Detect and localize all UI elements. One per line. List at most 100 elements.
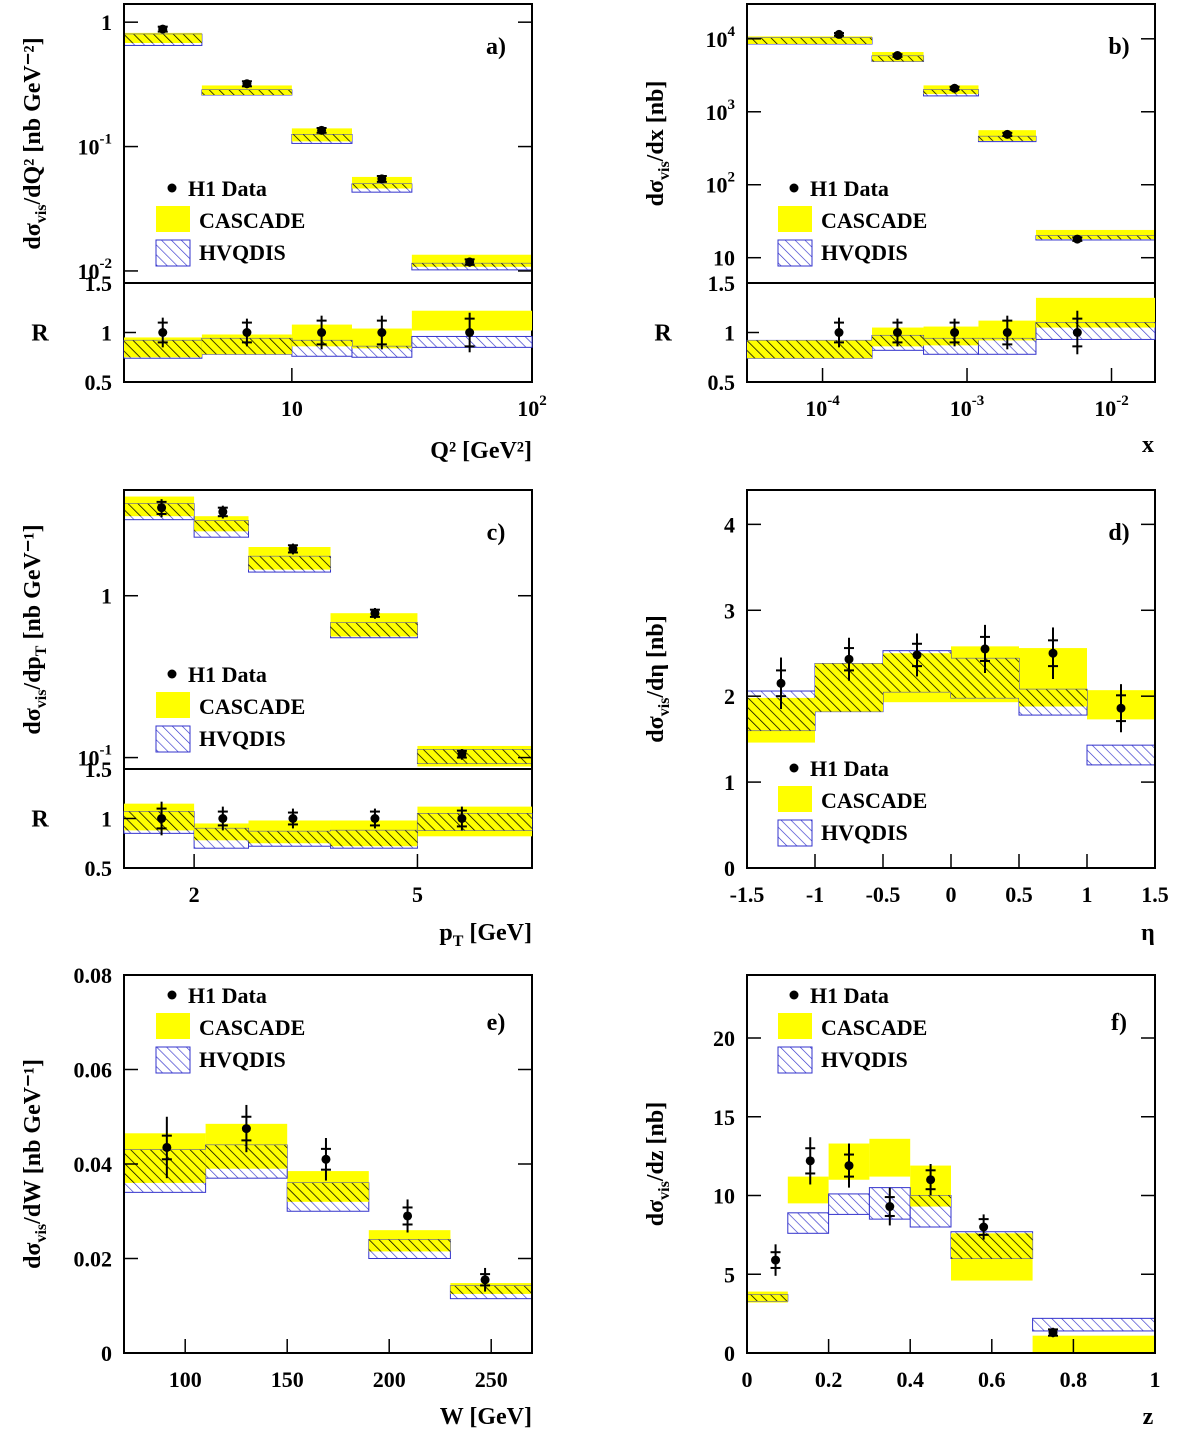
- ratio-tick-label: 0.5: [85, 856, 113, 881]
- data-point: [241, 1124, 251, 1134]
- data-point: [242, 328, 252, 337]
- data-point: [480, 1275, 490, 1285]
- legend-data-label: H1 Data: [188, 176, 267, 201]
- x-axis-label: x: [1142, 432, 1154, 458]
- overlap-hatch: [205, 1145, 288, 1169]
- legend-cascade-swatch: [778, 206, 812, 232]
- y-label-subscript: vis: [656, 161, 673, 180]
- overlap-hatch: [368, 1239, 451, 1252]
- y-tick-label: 0.04: [74, 1152, 113, 1177]
- legend-data-marker: [167, 669, 177, 679]
- hvqdis-band: [828, 1193, 870, 1215]
- y-label-rest: /dQ² [nb GeV⁻²]: [20, 37, 46, 205]
- y-label-rest: /dz [nb]: [643, 1102, 669, 1182]
- y-axis-label: dσvis/dpT [nb GeV⁻¹]: [20, 524, 50, 734]
- legend-cascade-label: CASCADE: [199, 1015, 305, 1040]
- legend-data-label: H1 Data: [810, 176, 889, 201]
- x-tick-label: 2: [189, 882, 200, 907]
- overlap-hatch: [923, 89, 979, 95]
- y-label-rest: /dx [nb]: [643, 81, 669, 163]
- x-tick-label: -0.5: [866, 882, 901, 907]
- overlap-hatch: [417, 813, 532, 831]
- data-point: [771, 1255, 781, 1265]
- overlap-hatch: [1019, 689, 1087, 707]
- data-point: [403, 1211, 413, 1221]
- data-point: [157, 503, 167, 513]
- overlap-hatch: [747, 1294, 788, 1302]
- legend-cascade-label: CASCADE: [821, 788, 927, 813]
- x-label-rest: [GeV]: [463, 920, 532, 946]
- y-label-rest: [nb GeV⁻¹]: [20, 524, 46, 645]
- legend-cascade-label: CASCADE: [821, 1015, 927, 1040]
- ratio-tick-label: 0.5: [708, 370, 736, 395]
- panel-a: 1 10-1 10-21.5 1 0.5 R 10 102 Q² [GeV²] dσvis/dQ²…: [20, 3, 547, 464]
- data-point: [844, 1161, 854, 1171]
- overlap-hatch: [201, 89, 292, 95]
- y-tick-label: 1: [101, 584, 112, 609]
- ratio-axis-label: R: [31, 321, 49, 347]
- ratio-tick-label: 1.5: [708, 271, 736, 296]
- y-tick-label: 0: [101, 1341, 112, 1366]
- x-axis-label: η: [1141, 920, 1155, 946]
- data-point: [844, 654, 854, 664]
- plot-frame: [746, 974, 1156, 1354]
- data-point: [162, 1142, 172, 1152]
- tick-exponent: -2: [1116, 393, 1129, 409]
- data-point: [892, 51, 902, 61]
- overlap-hatch: [910, 1195, 951, 1207]
- data-point: [321, 1154, 331, 1164]
- data-point: [1072, 328, 1082, 337]
- data-point: [377, 174, 387, 184]
- data-point: [892, 328, 902, 337]
- overlap-hatch: [124, 34, 202, 44]
- legend-cascade-swatch: [778, 1013, 812, 1039]
- data-point: [242, 79, 252, 89]
- y-tick-label: 3: [724, 598, 735, 623]
- overlap-hatch: [330, 830, 418, 847]
- legend-data-marker: [167, 990, 177, 1000]
- data-point: [885, 1202, 895, 1212]
- y-axis-label: dσvis/dη [nb]: [643, 615, 673, 742]
- data-point: [288, 814, 298, 823]
- legend-data-label: H1 Data: [810, 983, 889, 1008]
- legend-hvqdis-label: HVQDIS: [821, 1047, 908, 1072]
- data-point: [805, 1156, 815, 1166]
- data-point: [218, 507, 228, 517]
- ratio-tick-label: 1: [101, 807, 112, 832]
- x-tick-label: 5: [412, 882, 423, 907]
- data-point: [950, 328, 960, 337]
- x-tick-label: 250: [475, 1367, 508, 1392]
- y-axis-label: dσvis/dz [nb]: [643, 1102, 673, 1226]
- data-point: [926, 1175, 936, 1185]
- x-tick-label: 0.2: [815, 1367, 843, 1392]
- overlap-hatch: [747, 340, 873, 359]
- panel-label: e): [487, 1010, 506, 1036]
- overlap-hatch: [1035, 235, 1155, 240]
- data-point: [980, 644, 990, 654]
- plot-frame: [746, 3, 1156, 383]
- legend-data-marker: [167, 183, 177, 193]
- ratio-tick-label: 1: [724, 321, 735, 346]
- tick-exponent: 4: [728, 24, 736, 40]
- panel-d: 0 1 2 3 4 -1.5 -1 -0.5 0 0.5 1 1.5 η dσvis/dη [nb] d) H…: [643, 489, 1169, 946]
- data-point: [1048, 648, 1058, 658]
- panel-label: b): [1108, 34, 1129, 60]
- data-point: [317, 125, 327, 135]
- y-label-subscript: vis: [33, 205, 50, 224]
- x-tick-label: 150: [271, 1367, 304, 1392]
- overlap-hatch: [194, 828, 249, 841]
- y-tick-label: 0: [724, 856, 735, 881]
- y-tick-label: 20: [713, 1026, 735, 1051]
- overlap-hatch: [951, 1233, 1033, 1259]
- legend-data-marker: [789, 990, 799, 1000]
- ratio-tick-label: 1: [101, 321, 112, 346]
- legend-hvqdis-swatch: [777, 819, 813, 847]
- y-tick-label: 104: [706, 24, 736, 52]
- y-label-rest: /dW [nb GeV⁻¹]: [20, 1059, 46, 1225]
- data-point: [218, 814, 228, 823]
- legend-hvqdis-label: HVQDIS: [199, 1047, 286, 1072]
- y-tick-label: 15: [713, 1105, 735, 1130]
- overlap-hatch: [124, 340, 202, 358]
- legend-cascade-swatch: [778, 786, 812, 812]
